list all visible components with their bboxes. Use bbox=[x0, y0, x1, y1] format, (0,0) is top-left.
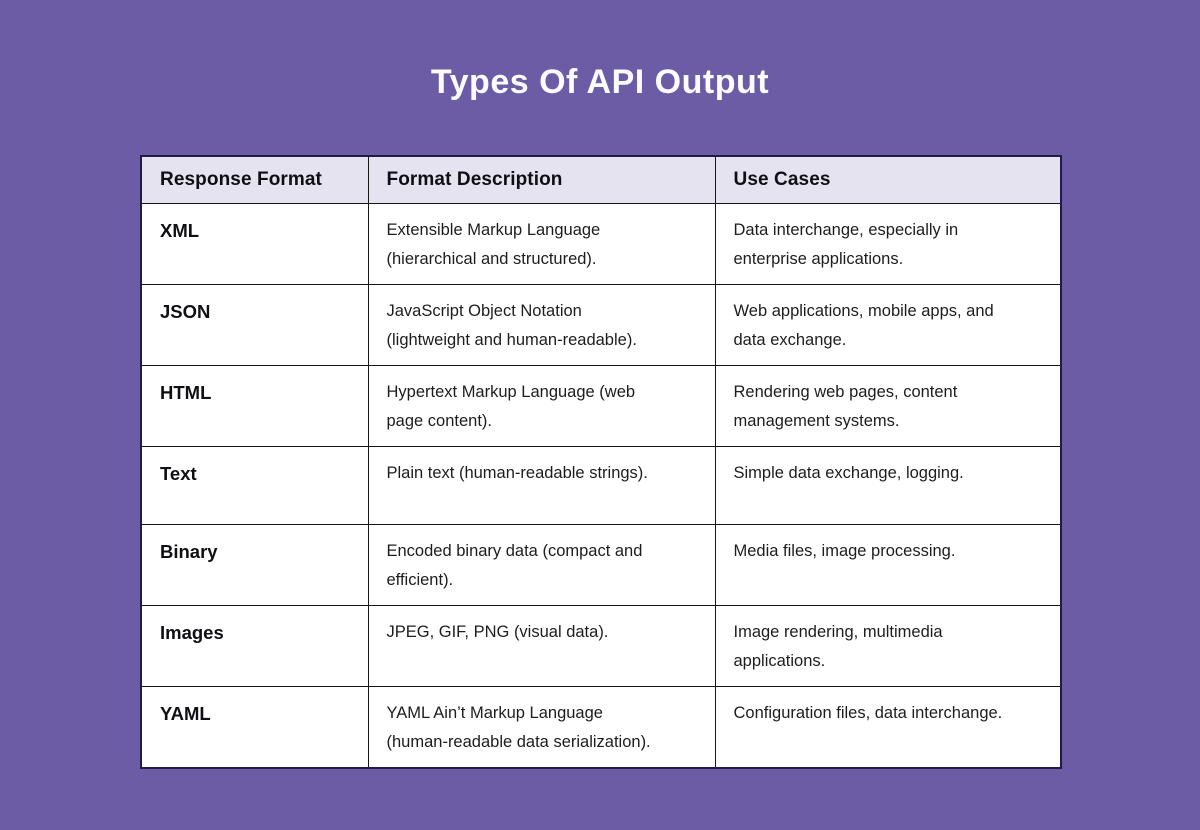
cell-response-format: Binary bbox=[140, 523, 369, 606]
table-row: HTML Hypertext Markup Language (web page… bbox=[140, 364, 1062, 447]
cell-response-format: JSON bbox=[140, 283, 369, 366]
table-row: Images JPEG, GIF, PNG (visual data). Ima… bbox=[140, 604, 1062, 687]
table-row: Binary Encoded binary data (compact and … bbox=[140, 523, 1062, 606]
table-row: XML Extensible Markup Language (hierarch… bbox=[140, 202, 1062, 285]
table-body: XML Extensible Markup Language (hierarch… bbox=[140, 202, 1062, 768]
cell-format-description: YAML Ain’t Markup Language (human-readab… bbox=[367, 685, 716, 768]
table-row: JSON JavaScript Object Notation (lightwe… bbox=[140, 283, 1062, 366]
cell-response-format: XML bbox=[140, 202, 369, 285]
cell-format-description: JavaScript Object Notation (lightweight … bbox=[367, 283, 716, 366]
cell-response-format: HTML bbox=[140, 364, 369, 447]
cell-format-description: JPEG, GIF, PNG (visual data). bbox=[367, 604, 716, 687]
cell-format-description: Plain text (human-readable strings). bbox=[367, 445, 716, 525]
cell-response-format: Text bbox=[140, 445, 369, 525]
table-row: Text Plain text (human-readable strings)… bbox=[140, 445, 1062, 525]
column-header-response-format: Response Format bbox=[140, 155, 369, 204]
table-header-row: Response Format Format Description Use C… bbox=[140, 155, 1062, 204]
cell-format-description: Hypertext Markup Language (web page cont… bbox=[367, 364, 716, 447]
api-output-table: Response Format Format Description Use C… bbox=[140, 155, 1062, 769]
cell-use-cases: Rendering web pages, content management … bbox=[714, 364, 1062, 447]
cell-use-cases: Simple data exchange, logging. bbox=[714, 445, 1062, 525]
cell-use-cases: Media files, image processing. bbox=[714, 523, 1062, 606]
table-container: Response Format Format Description Use C… bbox=[140, 155, 1062, 769]
cell-format-description: Extensible Markup Language (hierarchical… bbox=[367, 202, 716, 285]
cell-response-format: YAML bbox=[140, 685, 369, 768]
table-row: YAML YAML Ain’t Markup Language (human-r… bbox=[140, 685, 1062, 768]
cell-response-format: Images bbox=[140, 604, 369, 687]
cell-use-cases: Image rendering, multimedia applications… bbox=[714, 604, 1062, 687]
column-header-format-description: Format Description bbox=[367, 155, 716, 204]
page-title: Types Of API Output bbox=[430, 63, 770, 101]
cell-use-cases: Data interchange, especially in enterpri… bbox=[714, 202, 1062, 285]
column-header-use-cases: Use Cases bbox=[714, 155, 1062, 204]
cell-use-cases: Web applications, mobile apps, and data … bbox=[714, 283, 1062, 366]
cell-format-description: Encoded binary data (compact and efficie… bbox=[367, 523, 716, 606]
cell-use-cases: Configuration files, data interchange. bbox=[714, 685, 1062, 768]
